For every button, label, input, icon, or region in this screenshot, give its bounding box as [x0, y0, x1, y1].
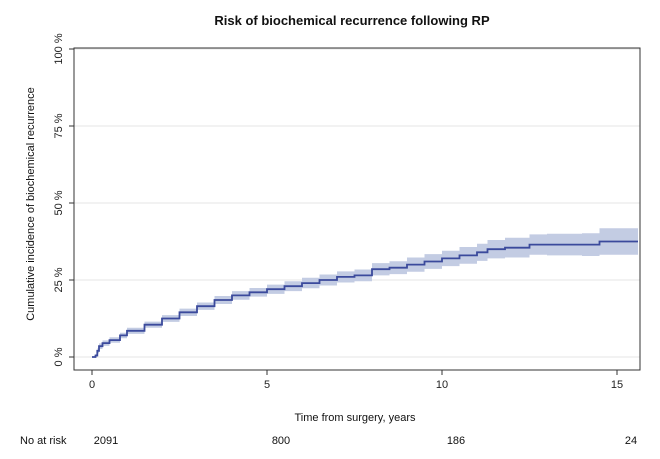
risk-table-value: 24: [625, 435, 637, 447]
y-tick-label: 0 %: [53, 347, 65, 366]
y-tick-label: 25 %: [53, 267, 65, 292]
x-tick-label: 15: [611, 379, 623, 391]
y-axis-label: Cumulative incidence of biochemical recu…: [25, 87, 37, 321]
x-axis-label: Time from surgery, years: [294, 412, 416, 424]
risk-table-label: No at risk: [20, 435, 67, 447]
axes: 0 % 25 % 50 % 75 % 100 % 0 5 10 15: [53, 33, 641, 391]
confidence-band: [92, 228, 638, 357]
x-tick-label: 0: [89, 379, 95, 391]
risk-table-value: 2091: [94, 435, 118, 447]
chart-title: Risk of biochemical recurrence following…: [214, 13, 490, 28]
x-tick-label: 5: [264, 379, 270, 391]
risk-table-values: 2091 800 186 24: [94, 435, 637, 447]
cumulative-incidence-line: [92, 240, 638, 358]
risk-table-value: 186: [447, 435, 465, 447]
confidence-band-area: [92, 228, 638, 357]
series-line: [92, 240, 638, 358]
y-tick-label: 100 %: [53, 33, 65, 64]
grid: [74, 48, 640, 358]
y-tick-label: 50 %: [53, 190, 65, 215]
risk-table-value: 800: [272, 435, 290, 447]
plot-frame: [73, 47, 641, 371]
y-tick-label: 75 %: [53, 113, 65, 138]
x-tick-label: 10: [436, 379, 448, 391]
